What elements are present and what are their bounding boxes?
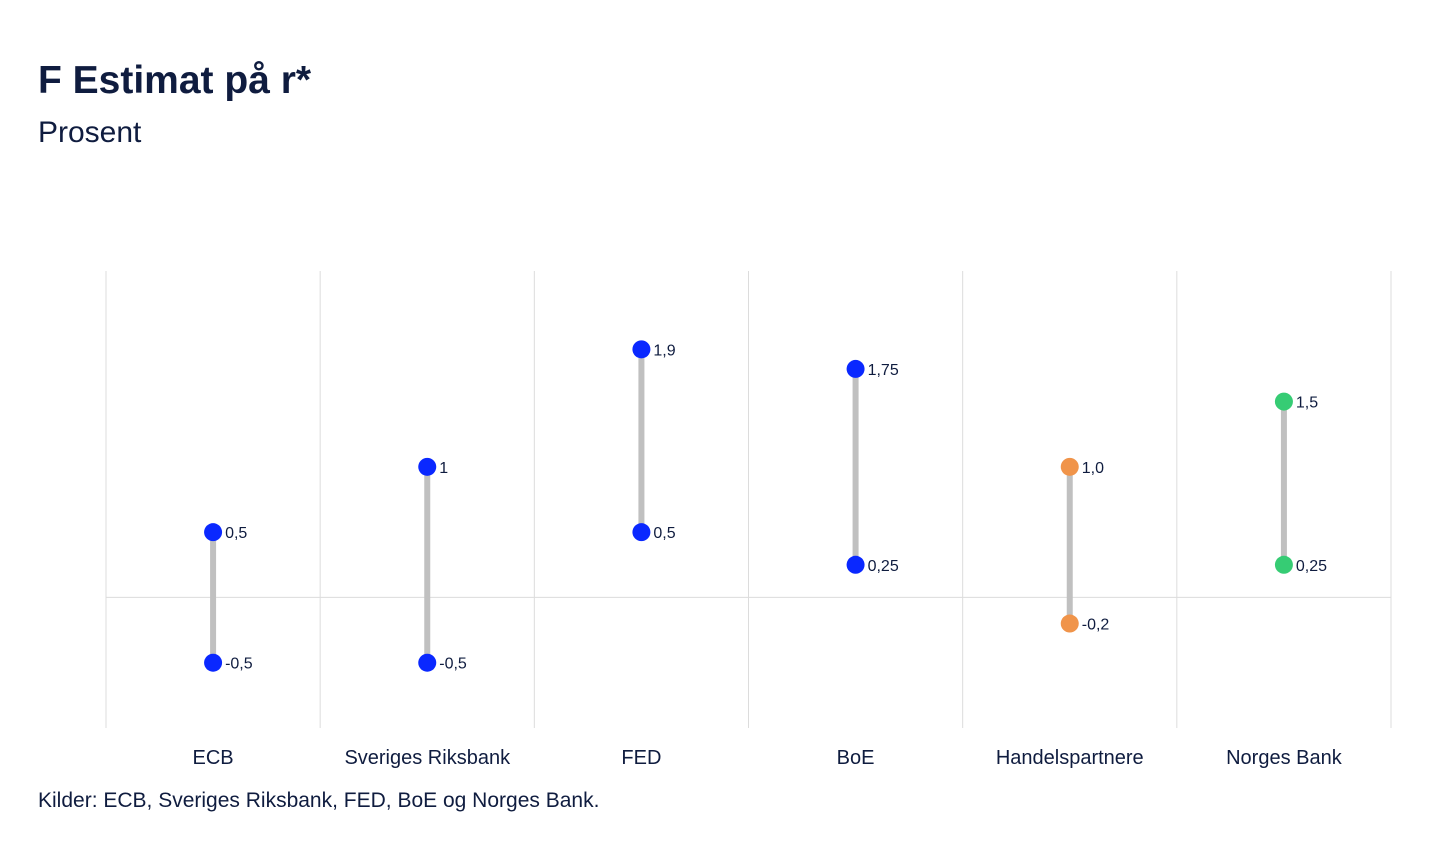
high-point: [1060, 457, 1079, 476]
low-value-label: -0,5: [225, 656, 253, 673]
dot-layer: [204, 340, 1293, 672]
chart-title: F Estimat på r*: [38, 59, 312, 102]
low-point: [846, 555, 865, 574]
high-point: [846, 359, 865, 378]
source-note: Kilder: ECB, Sveriges Riksbank, FED, BoE…: [38, 789, 600, 812]
low-value-label: -0,5: [439, 656, 467, 673]
category-label: Sveriges Riksbank: [344, 747, 511, 769]
low-point: [418, 653, 437, 672]
low-point: [632, 523, 651, 542]
low-value-label: 0,25: [1296, 558, 1327, 575]
high-point: [204, 523, 223, 542]
category-label: FED: [621, 747, 661, 769]
high-value-label: 1,0: [1082, 460, 1104, 477]
low-point: [1060, 614, 1079, 633]
range-layer: [210, 349, 1287, 663]
category-label: ECB: [193, 747, 234, 769]
high-value-label: 1,5: [1296, 395, 1318, 412]
low-point: [204, 653, 223, 672]
chart-subtitle: Prosent: [38, 116, 142, 149]
high-point: [418, 457, 437, 476]
low-value-label: 0,5: [653, 525, 675, 542]
low-value-label: -0,2: [1082, 617, 1110, 634]
high-value-label: 1,75: [868, 362, 899, 379]
high-value-label: 1: [439, 460, 448, 477]
category-label: Norges Bank: [1226, 747, 1343, 769]
low-point: [1274, 555, 1293, 574]
grid-layer: [105, 271, 1392, 728]
category-label: BoE: [837, 747, 875, 769]
label-layer: 0,5 -0,5 1 -0,5 1,9 0,5 1,75 0,25 1,0 -0,2 1,5 0,25: [225, 342, 1327, 672]
category-layer: ECB Sveriges Riksbank FED BoE Handelspartner…: [193, 747, 1343, 769]
high-point: [632, 340, 651, 359]
low-value-label: 0,25: [868, 558, 899, 575]
category-label: Handelspartnere: [996, 747, 1144, 769]
high-point: [1274, 392, 1293, 411]
high-value-label: 1,9: [653, 342, 675, 359]
high-value-label: 0,5: [225, 525, 247, 542]
